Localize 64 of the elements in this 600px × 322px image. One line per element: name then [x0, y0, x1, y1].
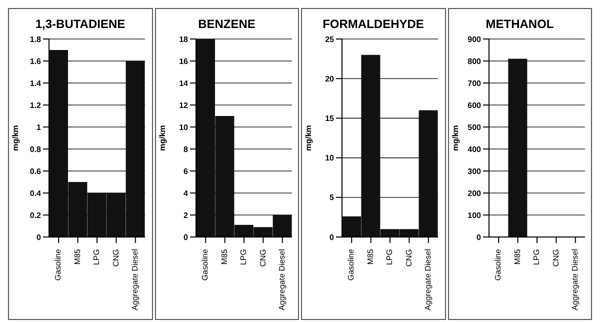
x-tick-label: Gasoline — [493, 248, 502, 281]
chart-title: 1,3-BUTADIENE — [34, 17, 126, 33]
y-tick-label: 20 — [325, 74, 335, 84]
y-tick-label: 800 — [467, 56, 482, 66]
x-tick-label: Gasoline — [54, 248, 63, 281]
y-tick-label: 6 — [183, 166, 188, 176]
y-tick-label: 18 — [178, 34, 188, 44]
chart-title: FORMALDEHYDE — [322, 17, 425, 33]
x-tick-label: CNG — [258, 249, 267, 267]
y-tick-label: 300 — [467, 166, 482, 176]
y-tick-label: 1.4 — [30, 78, 42, 88]
y-tick-label: 1 — [36, 122, 42, 132]
x-tick-label: Aggregate Diesel — [277, 248, 286, 310]
y-tick-label: 0.6 — [30, 166, 42, 176]
x-tick-label: M85 — [219, 248, 228, 265]
y-tick-label: 900 — [467, 34, 482, 44]
x-tick-label: LPG — [532, 249, 541, 266]
y-axis-title: mg/km — [10, 125, 20, 151]
x-tick-label: Aggregate Diesel — [570, 248, 580, 310]
y-tick-label: 0 — [183, 232, 188, 242]
chart-title: METHANOL — [484, 17, 555, 33]
y-tick-label: 15 — [325, 114, 335, 124]
y-tick-label: 16 — [178, 56, 188, 66]
x-tick-label: LPG — [238, 249, 248, 266]
y-tick-label: 700 — [467, 78, 482, 88]
x-tick-label: LPG — [385, 249, 394, 266]
y-tick-label: 1.6 — [30, 56, 42, 66]
y-tick-label: 600 — [467, 100, 482, 110]
y-tick-label: 500 — [467, 122, 482, 132]
y-tick-label: 5 — [330, 193, 335, 202]
y-tick-label: 0.2 — [30, 210, 42, 220]
y-tick-label: 1.2 — [30, 100, 42, 110]
y-tick-label: 14 — [178, 78, 188, 88]
x-tick-label: Aggregate Diesel — [424, 248, 433, 310]
x-tick-label: CNG — [111, 249, 120, 267]
x-tick-label: Aggregate Diesel — [130, 248, 140, 310]
y-tick-label: 12 — [178, 100, 188, 110]
x-tick-label: M85 — [72, 248, 82, 265]
y-tick-label: 1.8 — [30, 34, 42, 44]
y-tick-label: 400 — [467, 144, 482, 154]
x-tick-label: Gasoline — [346, 248, 356, 281]
x-tick-label: Gasoline — [200, 248, 210, 281]
x-tick-label: LPG — [92, 249, 102, 266]
x-tick-label: M85 — [366, 248, 375, 265]
y-tick-label: 4 — [183, 188, 188, 198]
y-tick-label: 100 — [467, 210, 482, 220]
chart-title: BENZENE — [197, 17, 256, 33]
y-tick-label: 8 — [183, 144, 188, 154]
y-tick-label: 2 — [183, 210, 188, 220]
y-tick-label: 0.4 — [30, 188, 42, 198]
y-axis-title: mg/km — [304, 125, 313, 151]
y-tick-label: 10 — [325, 154, 335, 163]
y-tick-label: 0 — [330, 232, 335, 242]
x-tick-label: CNG — [550, 249, 560, 267]
y-axis-title: mg/km — [157, 125, 166, 151]
y-tick-label: 0 — [476, 232, 482, 242]
y-axis-title: mg/km — [450, 125, 460, 151]
y-tick-label: 10 — [178, 122, 188, 132]
x-tick-label: M85 — [512, 248, 522, 265]
y-tick-label: 25 — [325, 34, 335, 44]
y-tick-label: 0 — [36, 232, 42, 242]
y-tick-label: 0.8 — [30, 144, 42, 154]
y-tick-label: 200 — [467, 188, 482, 198]
x-tick-label: CNG — [404, 249, 414, 267]
